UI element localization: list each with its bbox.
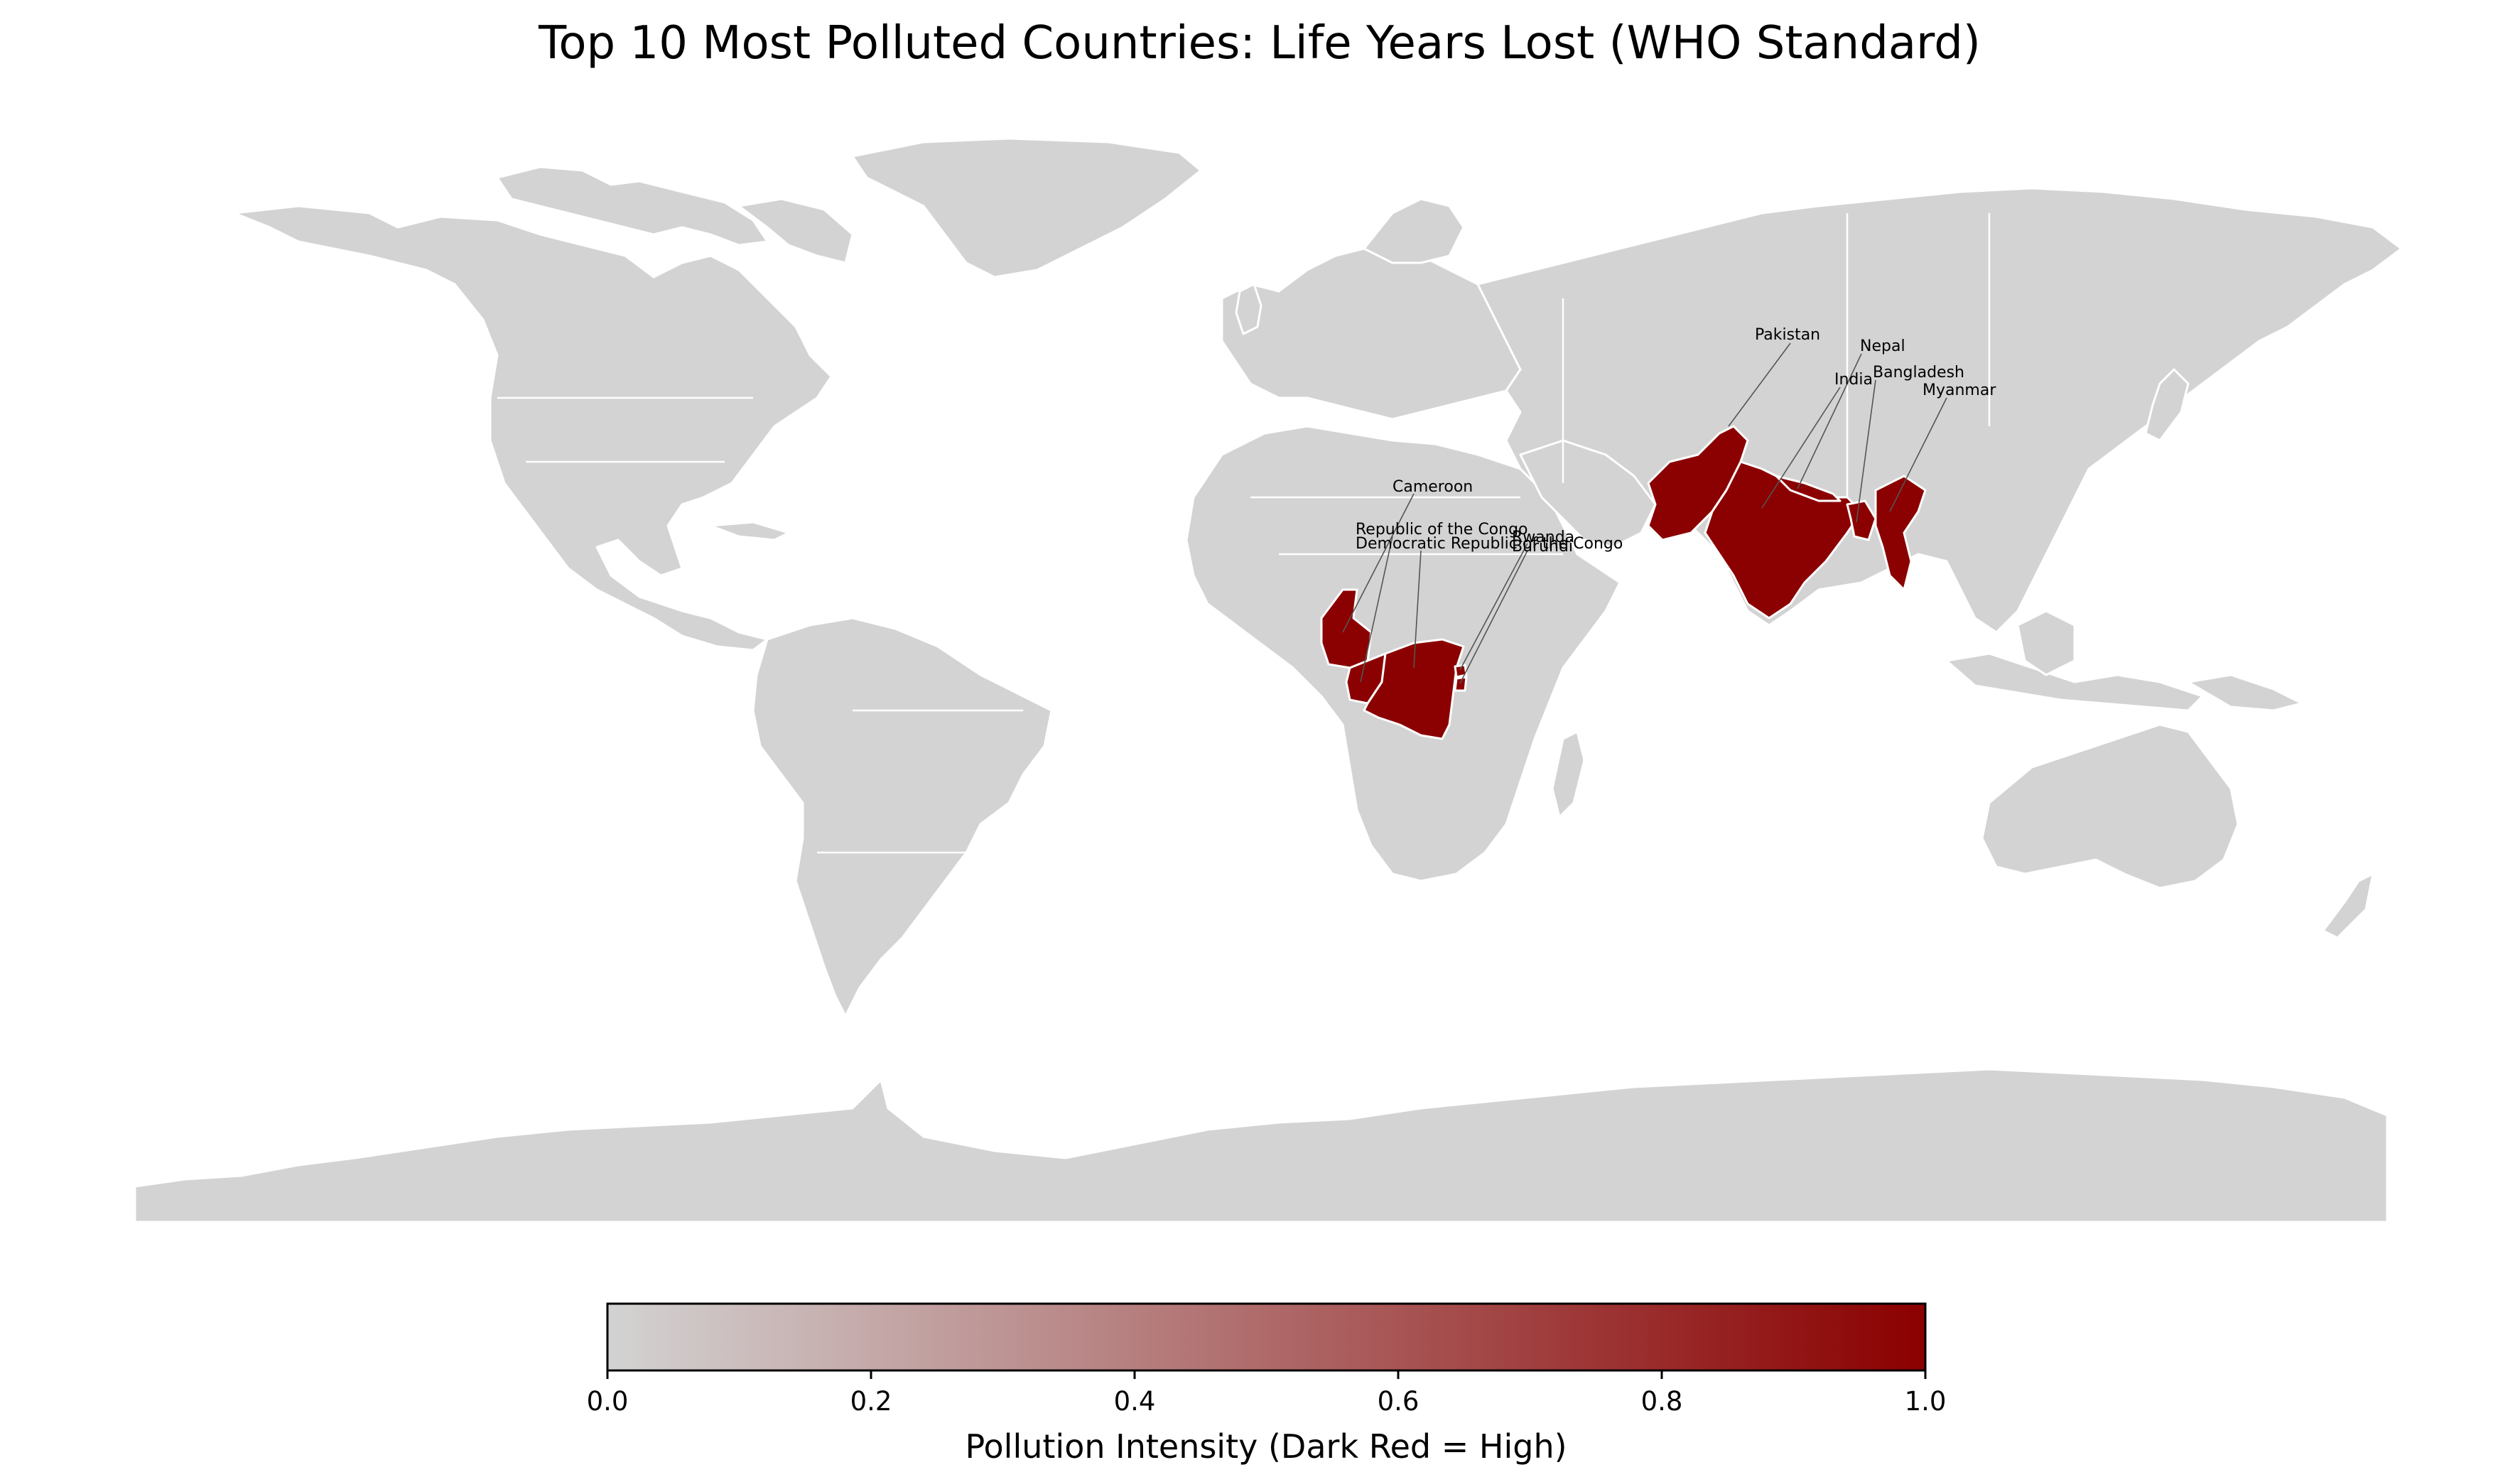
- japan: [2144, 368, 2190, 442]
- colorbar-tick-label: 0.2: [850, 1386, 892, 1417]
- label-bangladesh: Bangladesh: [1873, 364, 1964, 382]
- leader-rwanda: [1459, 543, 1528, 671]
- map-title: Top 10 Most Polluted Countries: Life Yea…: [538, 17, 1981, 70]
- leader-cameroon: [1342, 493, 1415, 633]
- label-rwanda: Rwanda: [1512, 529, 1574, 546]
- label-democratic-republic-of-the-congo: Democratic Republic of the Congo: [1356, 535, 1623, 553]
- new-guinea: [2187, 674, 2303, 712]
- label-burundi: Burundi: [1512, 538, 1573, 556]
- label-india: India: [1834, 371, 1873, 389]
- country-cameroon[interactable]: [1320, 588, 1373, 669]
- colorbar-ticks: 0.0 0.2 0.4 0.6 0.8 1.0: [587, 1370, 1947, 1417]
- country-rwanda[interactable]: [1454, 664, 1468, 678]
- europe-landmass: [1221, 247, 1522, 421]
- arctic-islands: [496, 166, 769, 247]
- baffin-island: [737, 198, 854, 264]
- leader-nepal: [1797, 353, 1862, 490]
- south-america-landmass: [752, 617, 1053, 1017]
- scandinavia: [1363, 198, 1465, 264]
- leader-bangladesh: [1856, 379, 1876, 523]
- country-democratic-republic-of-the-congo[interactable]: [1363, 638, 1465, 740]
- asia-landmass: [1476, 187, 2403, 634]
- leader-burundi: [1459, 550, 1528, 684]
- label-pakistan: Pakistan: [1755, 326, 1820, 344]
- label-republic-of-the-congo: Republic of the Congo: [1356, 521, 1528, 539]
- greenland: [851, 137, 1202, 278]
- world-map: [134, 137, 2403, 1223]
- leader-republic-of-the-congo: [1360, 536, 1393, 683]
- colorbar-tick-label: 0.6: [1378, 1386, 1419, 1417]
- antarctica: [134, 1057, 2389, 1223]
- label-cameroon: Cameroon: [1393, 478, 1473, 496]
- leader-myanmar: [1889, 397, 1947, 512]
- colorbar-gradient: [606, 1302, 1927, 1372]
- colorbar-tick-label: 0.0: [587, 1386, 629, 1417]
- country-annotations: Pakistan Nepal India Bangladesh Myanmar …: [1342, 326, 1996, 684]
- leader-india: [1761, 386, 1841, 509]
- colorbar-tick-label: 1.0: [1905, 1386, 1947, 1417]
- leader-pakistan: [1728, 342, 1791, 427]
- north-america-landmass: [233, 205, 833, 651]
- leader-democratic-republic-of-the-congo: [1413, 550, 1422, 669]
- country-bangladesh[interactable]: [1846, 499, 1877, 541]
- southeast-asia-islands: [1945, 652, 2204, 712]
- colorbar-tick-label: 0.8: [1641, 1386, 1683, 1417]
- country-myanmar[interactable]: [1874, 475, 1927, 591]
- country-burundi[interactable]: [1454, 676, 1468, 692]
- great-britain: [1235, 283, 1262, 335]
- colorbar-tick-label: 0.4: [1114, 1386, 1156, 1417]
- colorbar: 0.0 0.2 0.4 0.6 0.8 1.0 Pollution Intensity (…: [587, 1302, 1947, 1466]
- cuba: [709, 521, 790, 541]
- madagascar: [1551, 730, 1586, 818]
- borneo: [2016, 610, 2076, 676]
- colorbar-label: Pollution Intensity (Dark Red = High): [965, 1427, 1567, 1466]
- arabian-peninsula: [1519, 439, 1657, 548]
- country-nepal[interactable]: [1775, 475, 1842, 502]
- australia: [1981, 723, 2239, 889]
- label-nepal: Nepal: [1860, 337, 1905, 355]
- new-zealand: [2322, 872, 2374, 939]
- label-myanmar: Myanmar: [1923, 382, 1996, 399]
